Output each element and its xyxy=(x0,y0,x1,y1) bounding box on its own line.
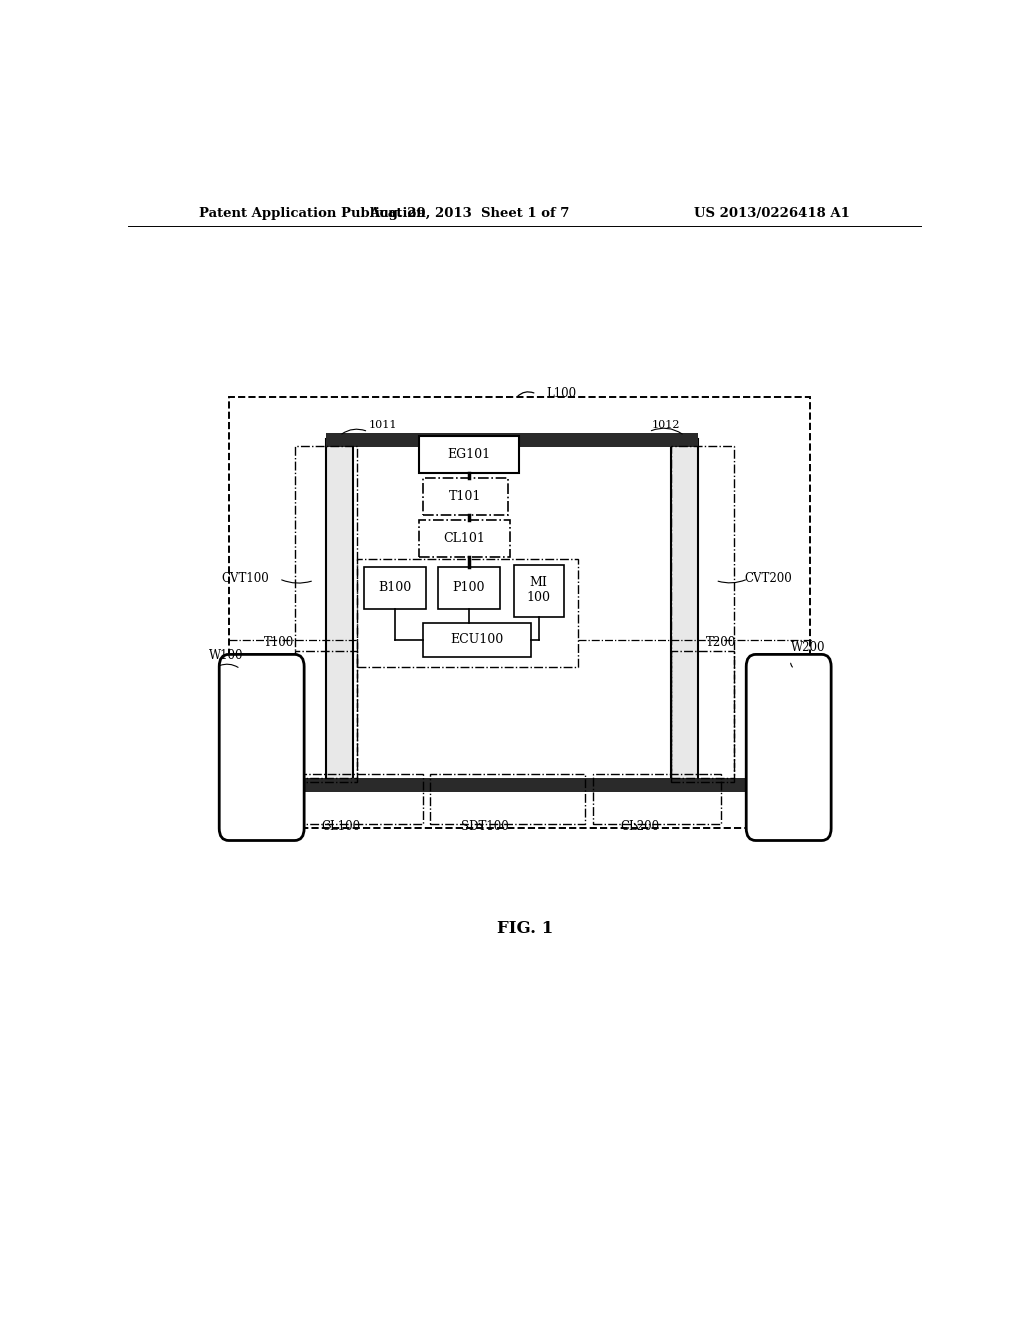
Text: FIG. 1: FIG. 1 xyxy=(497,920,553,937)
Text: CVT200: CVT200 xyxy=(744,572,792,585)
Bar xyxy=(430,775,586,825)
Bar xyxy=(671,446,734,779)
Bar xyxy=(326,433,697,447)
Bar xyxy=(493,779,531,792)
Bar xyxy=(514,565,564,616)
Bar xyxy=(326,440,352,781)
Text: 1012: 1012 xyxy=(651,420,680,430)
Bar xyxy=(423,623,531,657)
Text: T200: T200 xyxy=(706,636,735,649)
Bar xyxy=(438,566,500,609)
Bar xyxy=(695,779,812,792)
Bar xyxy=(419,520,510,557)
Bar xyxy=(295,775,423,825)
Bar xyxy=(326,779,697,792)
Text: P100: P100 xyxy=(453,581,485,594)
Bar xyxy=(671,440,697,781)
Text: ECU100: ECU100 xyxy=(451,634,504,647)
Text: B100: B100 xyxy=(379,581,412,594)
Text: CL101: CL101 xyxy=(443,532,485,545)
Bar xyxy=(365,566,426,609)
Text: SDT100: SDT100 xyxy=(461,820,508,833)
Bar xyxy=(423,779,461,792)
Text: EG101: EG101 xyxy=(447,447,490,461)
Text: T100: T100 xyxy=(264,636,295,649)
Bar xyxy=(423,478,508,515)
Text: Patent Application Publication: Patent Application Publication xyxy=(200,207,426,220)
Text: US 2013/0226418 A1: US 2013/0226418 A1 xyxy=(694,207,850,220)
Text: MI
100: MI 100 xyxy=(526,577,551,605)
Bar xyxy=(228,779,328,792)
Text: CL100: CL100 xyxy=(322,820,360,833)
Bar xyxy=(593,775,721,825)
Bar xyxy=(356,558,578,667)
Bar xyxy=(295,446,357,779)
Text: W200: W200 xyxy=(791,640,825,653)
Bar xyxy=(419,436,519,473)
Text: CVT100: CVT100 xyxy=(221,572,269,585)
Text: L100: L100 xyxy=(547,387,577,400)
Text: W100: W100 xyxy=(209,648,244,661)
Bar xyxy=(550,779,589,792)
Bar xyxy=(228,397,810,829)
Text: CL200: CL200 xyxy=(620,820,659,833)
Bar xyxy=(671,651,734,781)
Text: Aug. 29, 2013  Sheet 1 of 7: Aug. 29, 2013 Sheet 1 of 7 xyxy=(369,207,569,220)
FancyBboxPatch shape xyxy=(219,655,304,841)
FancyBboxPatch shape xyxy=(746,655,831,841)
Text: T101: T101 xyxy=(449,490,481,503)
Bar xyxy=(295,651,357,781)
Text: 1011: 1011 xyxy=(369,420,397,430)
